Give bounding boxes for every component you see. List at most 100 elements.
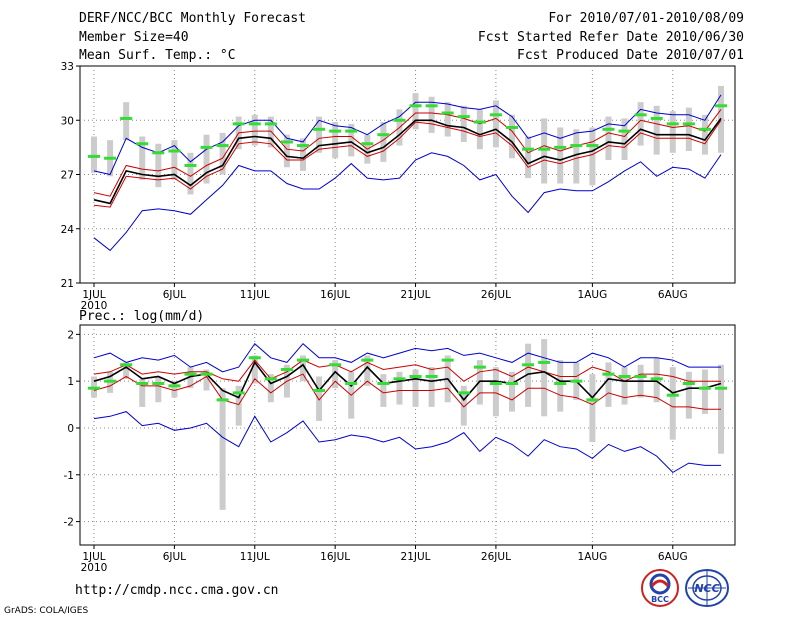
x-tick-label: 11JUL [240, 289, 270, 301]
range-bar [669, 367, 676, 440]
min-line [93, 152, 722, 252]
median-marker [409, 374, 422, 378]
median-marker [425, 374, 438, 378]
range-bar [380, 374, 387, 407]
median-marker [393, 377, 406, 381]
x-tick-label: 1AUG [578, 289, 608, 301]
range-bar [316, 376, 323, 421]
median-marker [441, 358, 454, 362]
median-marker [168, 149, 181, 153]
range-bar [267, 374, 274, 403]
upper-line [93, 109, 722, 197]
median-marker [409, 104, 422, 108]
source-url[interactable]: http://cmdp.ncc.cma.gov.cn [75, 583, 279, 598]
median-marker [618, 129, 631, 133]
range-bar [621, 118, 628, 161]
upper-line [93, 359, 721, 382]
x-tick-label: 11JUL [240, 551, 270, 563]
x-tick-label: 1JUL [82, 289, 105, 301]
median-marker [441, 111, 454, 115]
range-bar [428, 367, 435, 407]
median-marker [200, 372, 213, 376]
range-bar [348, 123, 355, 157]
median-marker [602, 127, 615, 131]
range-bar [139, 136, 146, 180]
range-bar [637, 102, 644, 146]
range-bar [605, 116, 612, 161]
lower-line [93, 120, 722, 208]
median-marker [715, 386, 727, 390]
range-bar [300, 138, 306, 171]
range-bar [91, 136, 97, 173]
x-tick-label: 6AUG [658, 551, 688, 563]
median-marker [329, 129, 342, 133]
median-marker [650, 116, 663, 120]
range-bar [380, 122, 387, 162]
range-bar [219, 388, 226, 510]
median-marker [586, 398, 599, 402]
range-bar [589, 127, 596, 186]
range-bar [476, 109, 483, 150]
median-marker [248, 356, 261, 360]
range-bar [701, 369, 708, 414]
range-bar [653, 105, 660, 155]
range-bar [525, 136, 532, 179]
chart-title: DERF/NCC/BCC Monthly Forecast [79, 11, 306, 26]
x-tick-label: 6JUL [163, 289, 186, 301]
median-marker [136, 142, 149, 146]
range-bar [509, 371, 515, 412]
median-marker [506, 382, 518, 386]
median-marker [216, 398, 229, 402]
y-tick-label: -2 [64, 517, 74, 529]
median-marker [650, 377, 663, 381]
median-marker [184, 372, 197, 376]
range-bar [364, 355, 371, 386]
median-marker [313, 127, 326, 131]
median-marker [361, 358, 374, 362]
median-marker [120, 116, 133, 120]
x-tick-label: 1AUG [578, 551, 608, 563]
bcc-logo-text: BCC [651, 595, 669, 604]
median-marker [618, 374, 631, 378]
median-marker [682, 382, 695, 386]
range-bar [155, 143, 162, 188]
range-bar [557, 127, 564, 184]
median-marker [248, 122, 261, 126]
median-marker [506, 125, 518, 129]
median-marker [570, 144, 583, 148]
median-marker [313, 389, 326, 393]
range-bar [219, 132, 226, 175]
median-marker [168, 384, 181, 388]
range-bar [155, 376, 162, 403]
median-marker [377, 382, 390, 386]
range-bar [203, 134, 210, 184]
range-bar [541, 339, 548, 417]
median-marker [345, 129, 358, 133]
y-tick-label: 2 [67, 329, 74, 341]
variable-label: Mean Surf. Temp.: °C [79, 48, 236, 63]
range-bar [171, 140, 178, 180]
median-marker [473, 120, 486, 124]
median-marker [152, 382, 165, 386]
range-bar [412, 93, 419, 130]
median-marker [522, 147, 535, 151]
range-bar [139, 378, 146, 407]
median-marker [602, 372, 615, 376]
range-bar [316, 116, 323, 153]
max-line [93, 342, 721, 373]
median-marker [377, 133, 390, 137]
median-marker [682, 122, 695, 126]
median-marker [329, 363, 342, 367]
x-tick-label: 26JUL [481, 289, 511, 301]
median-marker [232, 122, 245, 126]
y-tick-label: -1 [64, 470, 74, 482]
y-tick-label: 30 [61, 115, 74, 127]
mean-line [93, 117, 722, 205]
range-bar [251, 355, 258, 384]
range-bar [701, 114, 708, 155]
median-marker [634, 113, 647, 117]
range-bar [444, 102, 451, 137]
lower-line [93, 373, 721, 410]
min-line [93, 411, 721, 474]
range-bar [300, 355, 306, 382]
